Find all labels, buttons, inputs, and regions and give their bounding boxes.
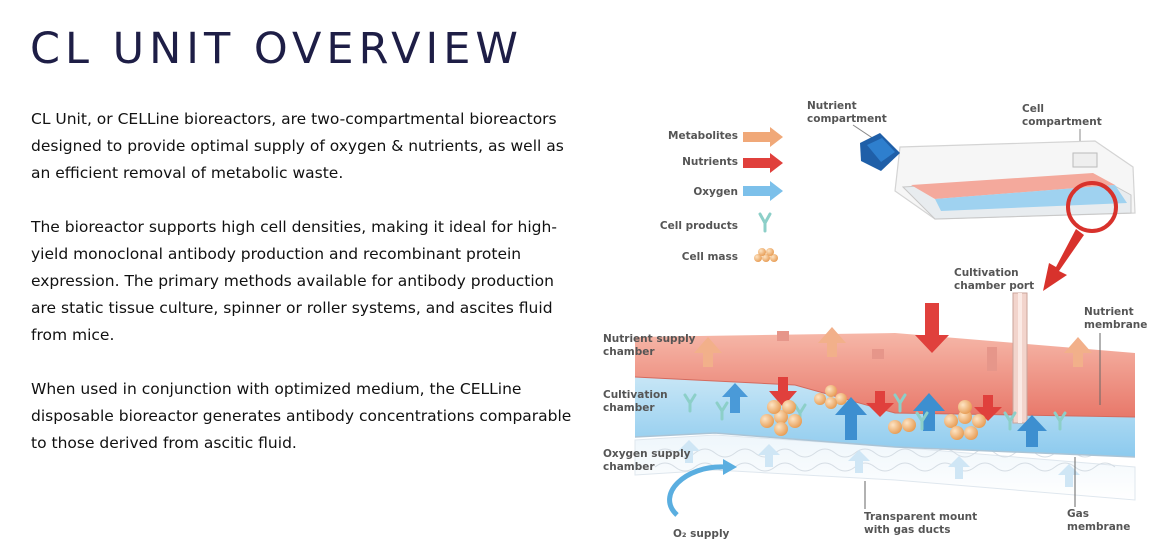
legend-cell-mass-label: Cell mass: [682, 251, 738, 263]
nutrient-membrane-label-2: membrane: [1084, 319, 1147, 331]
oxygen-arrow-icon: [743, 181, 783, 201]
description: CL Unit, or CELLine bioreactors, are two…: [31, 106, 581, 484]
legend-metabolites-label: Metabolites: [668, 130, 738, 142]
paragraph-intro: CL Unit, or CELLine bioreactors, are two…: [31, 110, 564, 182]
nutrient-compartment-label: Nutrient: [807, 100, 857, 112]
nutrient-compartment-label-2: compartment: [807, 113, 887, 125]
gas-membrane-label-2: membrane: [1067, 521, 1130, 533]
oxygen-supply-label: Oxygen supply: [603, 448, 691, 460]
cell-compartment-label-2: compartment: [1022, 116, 1102, 128]
legend: Metabolites Nutrients Oxygen Cell produc…: [660, 127, 783, 263]
bioreactor-diagram: Metabolites Nutrients Oxygen Cell produc…: [595, 95, 1162, 549]
transparent-mount-label: Transparent mount: [864, 511, 977, 523]
cultivation-port-label-2: chamber port: [954, 280, 1034, 292]
gas-membrane-label: Gas: [1067, 508, 1089, 520]
zoom-arrow: [1043, 229, 1084, 291]
nutrients-arrow-icon: [743, 153, 783, 173]
nutrient-compartment-cap-icon: [860, 133, 900, 171]
nutrient-supply-label: Nutrient supply: [603, 333, 696, 345]
nutrient-supply-label-2: chamber: [603, 346, 655, 358]
cultivation-port-label: Cultivation: [954, 267, 1019, 279]
legend-nutrients-label: Nutrients: [682, 156, 738, 168]
zoom-circle: [1066, 181, 1118, 233]
paragraph-medium: When used in conjunction with optimized …: [31, 380, 572, 452]
legend-cell-products-label: Cell products: [660, 220, 738, 232]
paragraph-cell-density: The bioreactor supports high cell densit…: [31, 218, 557, 344]
cultivation-chamber-label: Cultivation: [603, 389, 668, 401]
cell-cluster: [760, 385, 986, 440]
bioreactor-flask: Nutrient compartment Cell compartment: [807, 100, 1136, 291]
metabolites-arrow-icon: [743, 127, 783, 147]
cross-section: Cultivation chamber port Nutrient membra…: [603, 267, 1147, 540]
transparent-mount-label-2: with gas ducts: [864, 524, 950, 536]
cell-mass-icon: [754, 248, 778, 262]
page-title: CL UNIT OVERVIEW: [30, 24, 523, 74]
legend-oxygen-label: Oxygen: [693, 186, 738, 198]
cell-compartment-label: Cell: [1022, 103, 1044, 115]
cultivation-chamber-label-2: chamber: [603, 402, 655, 414]
o2-supply-label: O₂ supply: [673, 528, 730, 540]
nutrient-membrane-label: Nutrient: [1084, 306, 1134, 318]
oxygen-supply-label-2: chamber: [603, 461, 655, 473]
antibody-icon: [758, 212, 772, 233]
